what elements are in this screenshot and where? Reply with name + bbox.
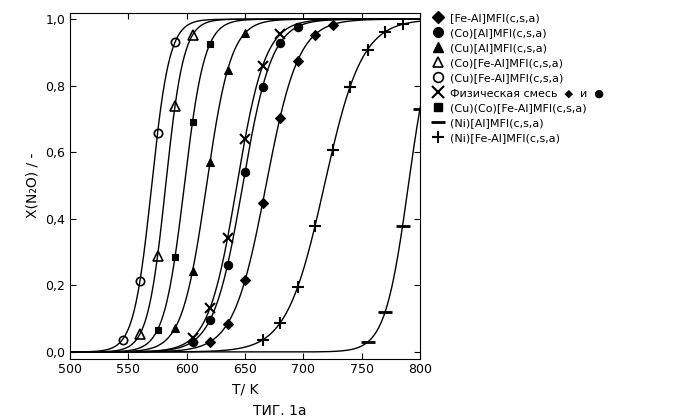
Y-axis label: X(N₂O) / -: X(N₂O) / -: [26, 153, 40, 218]
X-axis label: T/ K: T/ K: [232, 382, 258, 396]
Text: ΤИГ. 1a: ΤИГ. 1a: [253, 404, 307, 417]
Legend: [Fe-Al]MFI(c,s,a), (Co)[Al]MFI(c,s,a), (Cu)[Al]MFI(c,s,a), (Co)[Fe-Al]MFI(c,s,a): [Fe-Al]MFI(c,s,a), (Co)[Al]MFI(c,s,a), (…: [429, 11, 606, 146]
